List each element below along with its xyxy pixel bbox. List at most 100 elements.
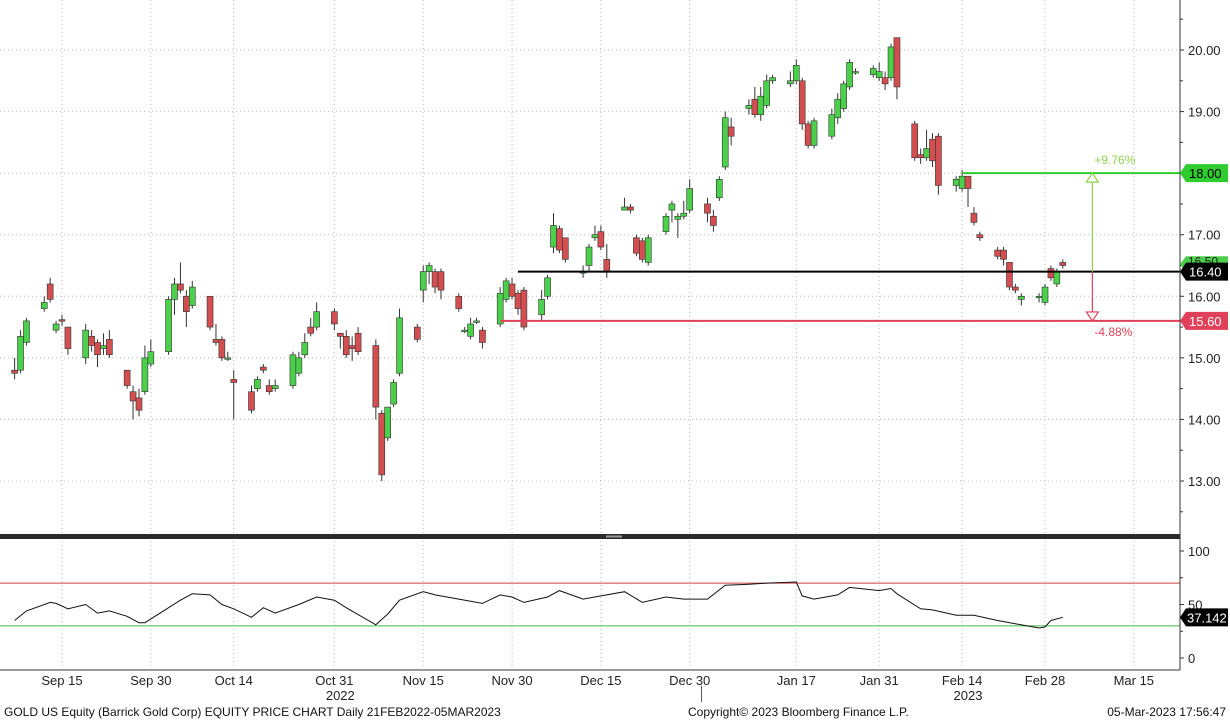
footer-copyright: Copyright© 2023 Bloomberg Finance L.P.	[688, 705, 909, 719]
date-tick-label: Oct 14	[215, 673, 253, 688]
rsi-layer	[0, 581, 1180, 629]
candle-down	[248, 391, 255, 411]
date-tick-label: Jan 31	[860, 673, 899, 688]
candle-down	[710, 215, 717, 226]
candle-down	[727, 126, 735, 137]
candle-up	[763, 80, 770, 106]
price-tick-label: 16.00	[1188, 289, 1221, 304]
candle-up	[550, 225, 557, 248]
date-tick-label: Dec 30	[669, 673, 710, 688]
candle-down	[123, 369, 131, 386]
candle-up	[591, 234, 599, 239]
candle-down	[893, 37, 901, 88]
price-tag-label-upper: 18.00	[1189, 166, 1222, 181]
candle-up	[875, 71, 883, 79]
candle-down	[514, 292, 522, 309]
price-tick-label: 14.00	[1188, 412, 1221, 427]
footer-title: GOLD US Equity (Barrick Gold Corp) EQUIT…	[4, 705, 501, 719]
candle-up	[792, 65, 800, 82]
candle-down	[704, 203, 711, 214]
candle-down	[804, 123, 812, 146]
candle-up	[846, 62, 853, 88]
candle-up	[662, 215, 670, 232]
candle-down	[354, 332, 362, 353]
candle-down	[414, 326, 421, 340]
candle-up	[141, 357, 149, 393]
candle-up	[621, 206, 628, 211]
candle-down	[437, 271, 445, 291]
grid-layer	[0, 0, 1180, 668]
price-tick-label: 13.00	[1188, 474, 1221, 489]
candle-down	[929, 138, 936, 162]
candle-up	[295, 357, 303, 374]
candle-down	[964, 175, 972, 189]
candle-up	[23, 320, 30, 343]
price-tick-label: 19.00	[1188, 105, 1221, 120]
candle-up	[425, 265, 433, 272]
candle-down	[260, 366, 267, 371]
candle-up	[100, 345, 107, 349]
candle-down	[88, 336, 95, 346]
candle-up	[496, 292, 504, 325]
rsi-series-line	[14, 581, 1063, 629]
candle-up	[82, 329, 89, 359]
candle-down	[455, 295, 463, 309]
candle-up	[289, 354, 297, 386]
candle-up	[923, 148, 930, 159]
candle-up	[721, 117, 729, 168]
candle-down	[64, 326, 72, 349]
candle-down	[46, 283, 54, 300]
candle-up	[1041, 286, 1049, 303]
year-label: 2022	[326, 688, 355, 703]
candle-up	[769, 77, 776, 82]
candle-down	[751, 98, 759, 115]
candle-down	[994, 249, 1001, 257]
candle-down	[230, 379, 238, 383]
levels-layer: +9.76% -4.88%	[500, 153, 1180, 339]
down-arrow-head	[1085, 311, 1100, 322]
candle-up	[473, 320, 480, 323]
price-tick-label: 20.00	[1188, 43, 1221, 58]
rsi-tick-label: 0	[1188, 651, 1195, 666]
candle-up	[467, 323, 474, 337]
candle-down	[135, 397, 143, 411]
candle-down	[1047, 268, 1055, 279]
candle-down	[508, 283, 516, 297]
candle-down	[331, 311, 338, 325]
candle-up	[745, 105, 753, 109]
pane-divider	[0, 534, 1180, 539]
candle-down	[129, 391, 137, 402]
axis-layer: 13.00 14.00 15.00 16.00 17.00 18.00 19.00 20.00…	[0, 0, 1228, 703]
candle-down	[627, 206, 634, 211]
candle-down	[378, 412, 386, 476]
footer-timestamp: 05-Mar-2023 17:56:47	[1107, 705, 1226, 719]
date-tick-label: Dec 15	[580, 673, 621, 688]
candle-up	[147, 351, 155, 365]
candle-up	[585, 246, 593, 266]
date-tick-label: Sep 15	[41, 673, 82, 688]
rsi-value-tag	[1180, 608, 1228, 627]
candle-down	[597, 231, 605, 248]
candle-down	[431, 271, 439, 288]
candle-down	[265, 385, 273, 393]
candle-down	[337, 332, 344, 337]
candle-down	[935, 135, 942, 186]
candle-down	[94, 342, 101, 356]
candle-up	[1035, 295, 1043, 299]
candle-down	[911, 123, 919, 159]
candle-up	[40, 302, 48, 309]
date-tick-label: Nov 15	[403, 673, 444, 688]
candle-up	[668, 203, 676, 211]
candle-down	[372, 345, 380, 408]
candle-down	[633, 237, 640, 254]
candle-up	[165, 299, 172, 353]
candle-up	[834, 98, 842, 119]
date-tick-label: Jan 17	[777, 673, 816, 688]
candle-up	[852, 71, 859, 74]
candle-up	[171, 283, 178, 300]
price-tag-label-lower: 15.60	[1189, 314, 1222, 329]
candle-down	[1000, 249, 1007, 260]
candle-up	[52, 323, 60, 331]
date-tick-label: Mar 15	[1114, 673, 1154, 688]
